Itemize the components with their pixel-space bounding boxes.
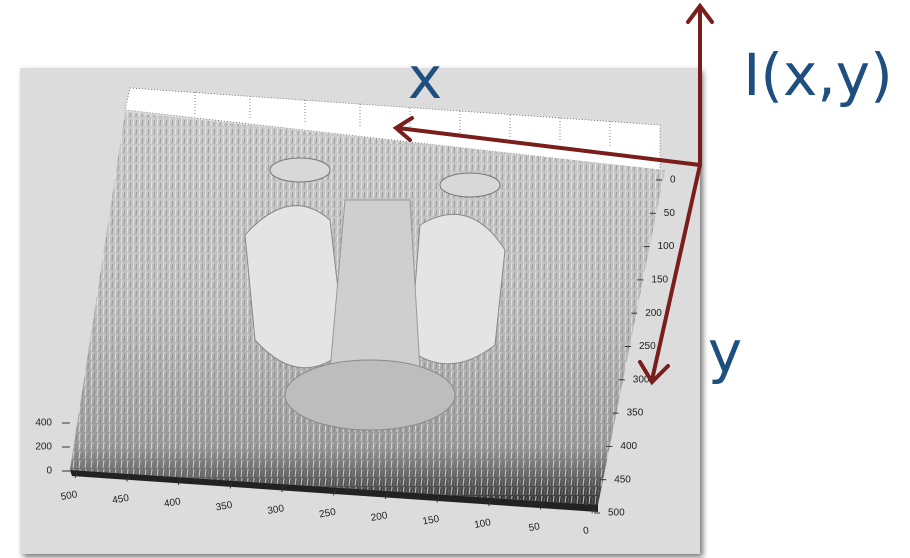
- y-tick-label: 100: [658, 241, 675, 252]
- z-tick-label: 200: [35, 442, 52, 453]
- y-tick-label: 400: [620, 441, 637, 452]
- x-annotation: x: [408, 44, 442, 112]
- y-annotation: y: [708, 318, 742, 386]
- y-tick-label: 500: [608, 508, 625, 519]
- y-tick-label: 50: [664, 208, 676, 219]
- y-tick-label: 200: [645, 308, 662, 319]
- z-tick-label: 0: [46, 466, 52, 477]
- y-tick-label: 0: [670, 175, 676, 186]
- surface: [70, 112, 665, 512]
- y-tick-label: 450: [614, 474, 631, 485]
- z-tick-label: 400: [35, 418, 52, 429]
- figure: 0501001502002503003504004505005004504003…: [0, 0, 910, 558]
- y-tick-label: 350: [627, 408, 644, 419]
- y-tick-label: 150: [651, 275, 668, 286]
- intensity-annotation: I(x,y): [743, 41, 892, 109]
- y-tick-label: 250: [639, 341, 656, 352]
